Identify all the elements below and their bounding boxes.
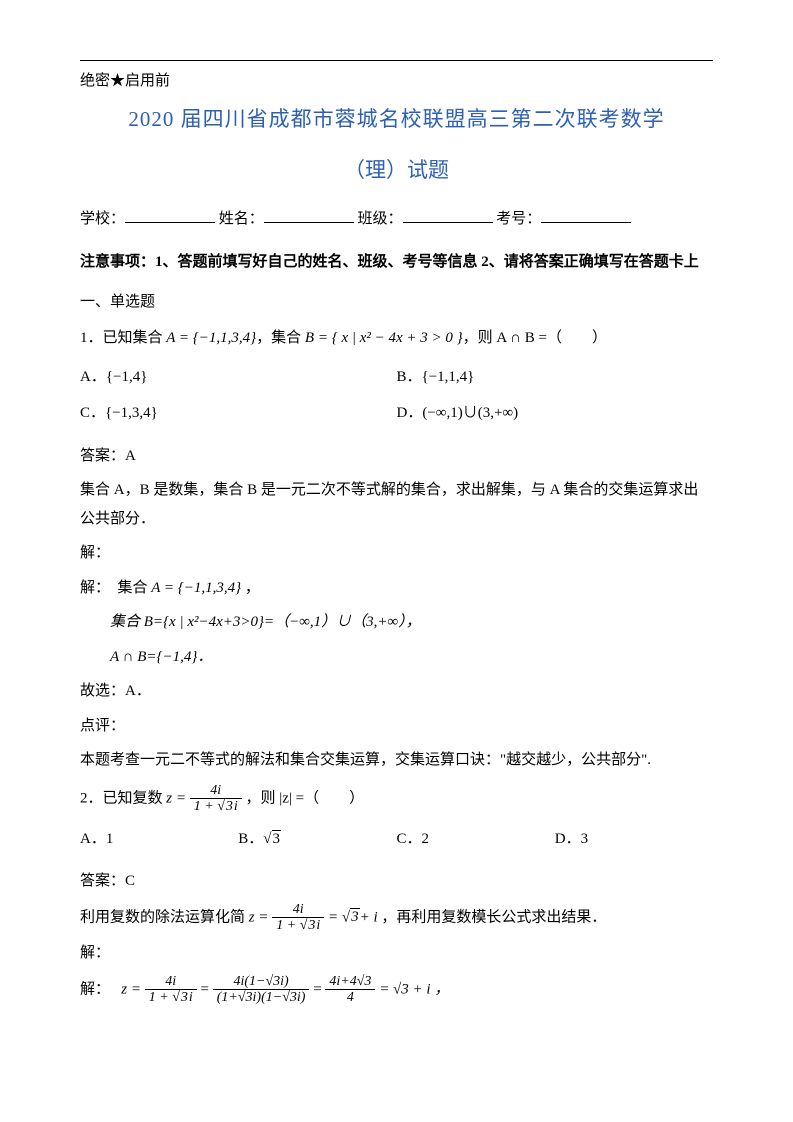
q2-step-final: = √3 + i ， (379, 981, 449, 997)
school-blank (125, 207, 215, 223)
q2-step3-frac: 4i+4√3 4 (325, 974, 375, 1006)
q2-expl-frac-den: 1 + √3i (272, 918, 324, 933)
q2-stem-post: ，则 |z| =（ ） (246, 790, 365, 806)
q1-options: A．{−1,4} B．{−1,1,4} C．{−1,3,4} D．(−∞,1)∪… (80, 359, 713, 432)
q2-step1-frac: 4i 1 + √3i (145, 974, 197, 1006)
q1-answer: 答案：A (80, 442, 713, 471)
q2-expl-zeq: z = (249, 909, 269, 925)
q2-solve-label: 解： (80, 939, 713, 968)
q2-frac-den: 1 + √3i (190, 799, 242, 814)
number-blank (541, 207, 631, 223)
q2-frac-num: 4i (190, 783, 242, 799)
question-2: 2．已知复数 z = 4i 1 + √3i ，则 |z| =（ ） (80, 783, 713, 815)
q1-solve1-A: A = {−1,1,3,4} (151, 580, 241, 596)
q1-optD: D．(−∞,1)∪(3,+∞) (397, 399, 714, 428)
notice-text: 注意事项：1、答题前填写好自己的姓名、班级、考号等信息 2、请将答案正确填写在答… (80, 244, 713, 280)
q2-optA: A．1 (80, 825, 238, 854)
name-blank (264, 207, 354, 223)
page: 绝密★启用前 2020 届四川省成都市蓉城名校联盟高三第二次联考数学 （理）试题… (0, 0, 793, 1122)
q2-frac: 4i 1 + √3i (190, 783, 242, 815)
q1-solve3: A ∩ B={−1,4}． (80, 643, 713, 672)
q1-solve1-pre: 解： 集合 (80, 580, 151, 596)
q1-mid1: ，集合 (256, 330, 305, 346)
q1-dp-label: 点评： (80, 712, 713, 741)
q1-setB: B = { x | x² − 4x + 3 > 0 } (305, 330, 463, 346)
q2-step-z: z = (121, 981, 141, 997)
q1-solve4: 故选：A． (80, 677, 713, 706)
q2-optC: C．2 (397, 825, 555, 854)
q2-den-post: i (234, 799, 238, 814)
q1-solve2: 集合 B={x | x²−4x+3>0}=（−∞,1）∪（3,+∞）， (80, 608, 713, 637)
q2-expl-pre: 利用复数的除法运算化简 (80, 909, 249, 925)
name-label: 姓名： (219, 211, 264, 227)
q1-explain: 集合 A，B 是数集，集合 B 是一元二次不等式解的集合，求出解集，与 A 集合… (80, 476, 713, 533)
student-info-line: 学校： 姓名： 班级： 考号： (80, 205, 713, 234)
q2-optB-pre: B． (238, 831, 263, 847)
q1-solve1-post: ， (241, 580, 260, 596)
subtitle: （理）试题 (80, 151, 713, 191)
q2-expl-post: ，再利用复数模长公式求出结果． (381, 909, 606, 925)
question-1: 1．已知集合 A = {−1,1,3,4}，集合 B = { x | x² − … (80, 324, 713, 353)
q1-optA: A．{−1,4} (80, 363, 397, 392)
top-rule (80, 60, 713, 61)
q1-dp-text: 本题考查一元二不等式的解法和集合交集运算，交集运算口诀："越交越少，公共部分". (80, 746, 713, 775)
q2-step2-frac: 4i(1−√3i) (1+√3i)(1−√3i) (213, 974, 310, 1006)
number-label: 考号： (496, 211, 541, 227)
q2-optB: B．√3 (238, 825, 396, 854)
class-blank (403, 207, 493, 223)
main-title: 2020 届四川省成都市蓉城名校联盟高三第二次联考数学 (80, 100, 713, 140)
q1-stem-pre: 1．已知集合 (80, 330, 166, 346)
q1-optB: B．{−1,1,4} (397, 363, 714, 392)
q1-solve-label: 解： (80, 539, 713, 568)
q1-setA: A = {−1,1,3,4} (166, 330, 256, 346)
q2-solve1: 解： z = 4i 1 + √3i = 4i(1−√3i) (1+√3i)(1−… (80, 974, 713, 1006)
q2-expl-frac-num: 4i (272, 902, 324, 918)
q2-optD: D．3 (555, 825, 713, 854)
class-label: 班级： (358, 211, 403, 227)
q2-expl-frac: 4i 1 + √3i (272, 902, 324, 934)
school-label: 学校： (80, 211, 125, 227)
q2-stem-pre: 2．已知复数 (80, 790, 166, 806)
q2-solve1-pre: 解： (80, 981, 118, 997)
q1-mid2: ，则 A ∩ B =（ ） (463, 330, 607, 346)
q2-expl-res: = √3+ i (328, 908, 381, 925)
q2-options: A．1 B．√3 C．2 D．3 (80, 821, 713, 858)
q2-explain: 利用复数的除法运算化简 z = 4i 1 + √3i = √3+ i ，再利用复… (80, 902, 713, 934)
q2-zeq: z = (166, 790, 186, 806)
section-heading: 一、单选题 (80, 288, 713, 317)
q2-answer: 答案：C (80, 867, 713, 896)
secret-label: 绝密★启用前 (80, 67, 713, 96)
q2-optB-sqrt: 3 (272, 830, 282, 847)
q1-solve1: 解： 集合 A = {−1,1,3,4} ， (80, 574, 713, 603)
q2-den-sqrt: 3 (225, 798, 234, 814)
q2-den-pre: 1 + (194, 799, 217, 814)
q1-optC: C．{−1,3,4} (80, 399, 397, 428)
